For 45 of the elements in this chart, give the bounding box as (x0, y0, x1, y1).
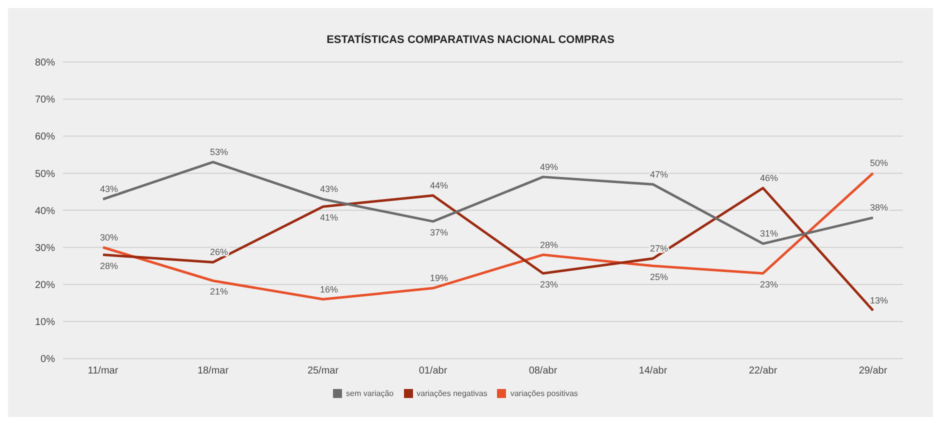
data-label: 23% (540, 279, 558, 290)
data-label: 49% (540, 162, 558, 172)
x-tick-label: 29/abr (858, 366, 888, 377)
data-label: 30% (100, 232, 118, 242)
legend-label: sem variação (346, 388, 394, 398)
data-label: 43% (100, 184, 118, 194)
x-tick-label: 22/abr (748, 366, 778, 377)
chart-title: ESTATÍSTICAS COMPARATIVAS NACIONAL COMPRAS (326, 32, 616, 48)
data-label: 27% (650, 244, 668, 254)
data-label: 46% (760, 173, 778, 184)
y-tick-label: 60% (34, 132, 56, 143)
data-label: 26% (210, 247, 228, 258)
data-label: 23% (760, 279, 778, 290)
y-tick-label: 0% (40, 354, 56, 366)
data-label: 16% (320, 284, 338, 294)
data-label: 13% (870, 295, 888, 306)
data-label: 28% (540, 240, 558, 250)
data-label: 43% (320, 184, 338, 194)
data-label: 21% (210, 286, 228, 297)
data-label: 41% (320, 212, 338, 223)
x-tick-label: 08/abr (528, 366, 558, 377)
x-tick-label: 11/mar (88, 366, 119, 377)
y-tick-label: 20% (34, 280, 56, 292)
legend-label: variações negativas (416, 388, 488, 398)
data-label: 37% (430, 227, 448, 238)
y-tick-label: 10% (34, 317, 56, 328)
y-tick-label: 80% (34, 58, 56, 69)
y-tick-label: 40% (34, 206, 56, 217)
data-label: 44% (430, 180, 448, 190)
x-tick-label: 14/abr (638, 366, 668, 377)
x-tick-label: 01/abr (418, 366, 448, 377)
data-label: 19% (430, 273, 448, 284)
x-tick-label: 25/mar (307, 366, 340, 377)
y-tick-label: 50% (34, 168, 56, 180)
data-label: 38% (870, 202, 888, 213)
y-tick-label: 30% (34, 242, 56, 254)
data-label: 47% (650, 169, 668, 180)
data-label: 53% (210, 147, 228, 158)
data-label: 28% (100, 260, 118, 271)
data-label: 25% (650, 272, 668, 282)
y-tick-label: 70% (34, 94, 56, 106)
legend-label: variações positivas (510, 388, 578, 398)
data-label: 31% (760, 228, 778, 239)
x-tick-label: 18/mar (197, 366, 230, 377)
data-label: 50% (870, 158, 888, 168)
